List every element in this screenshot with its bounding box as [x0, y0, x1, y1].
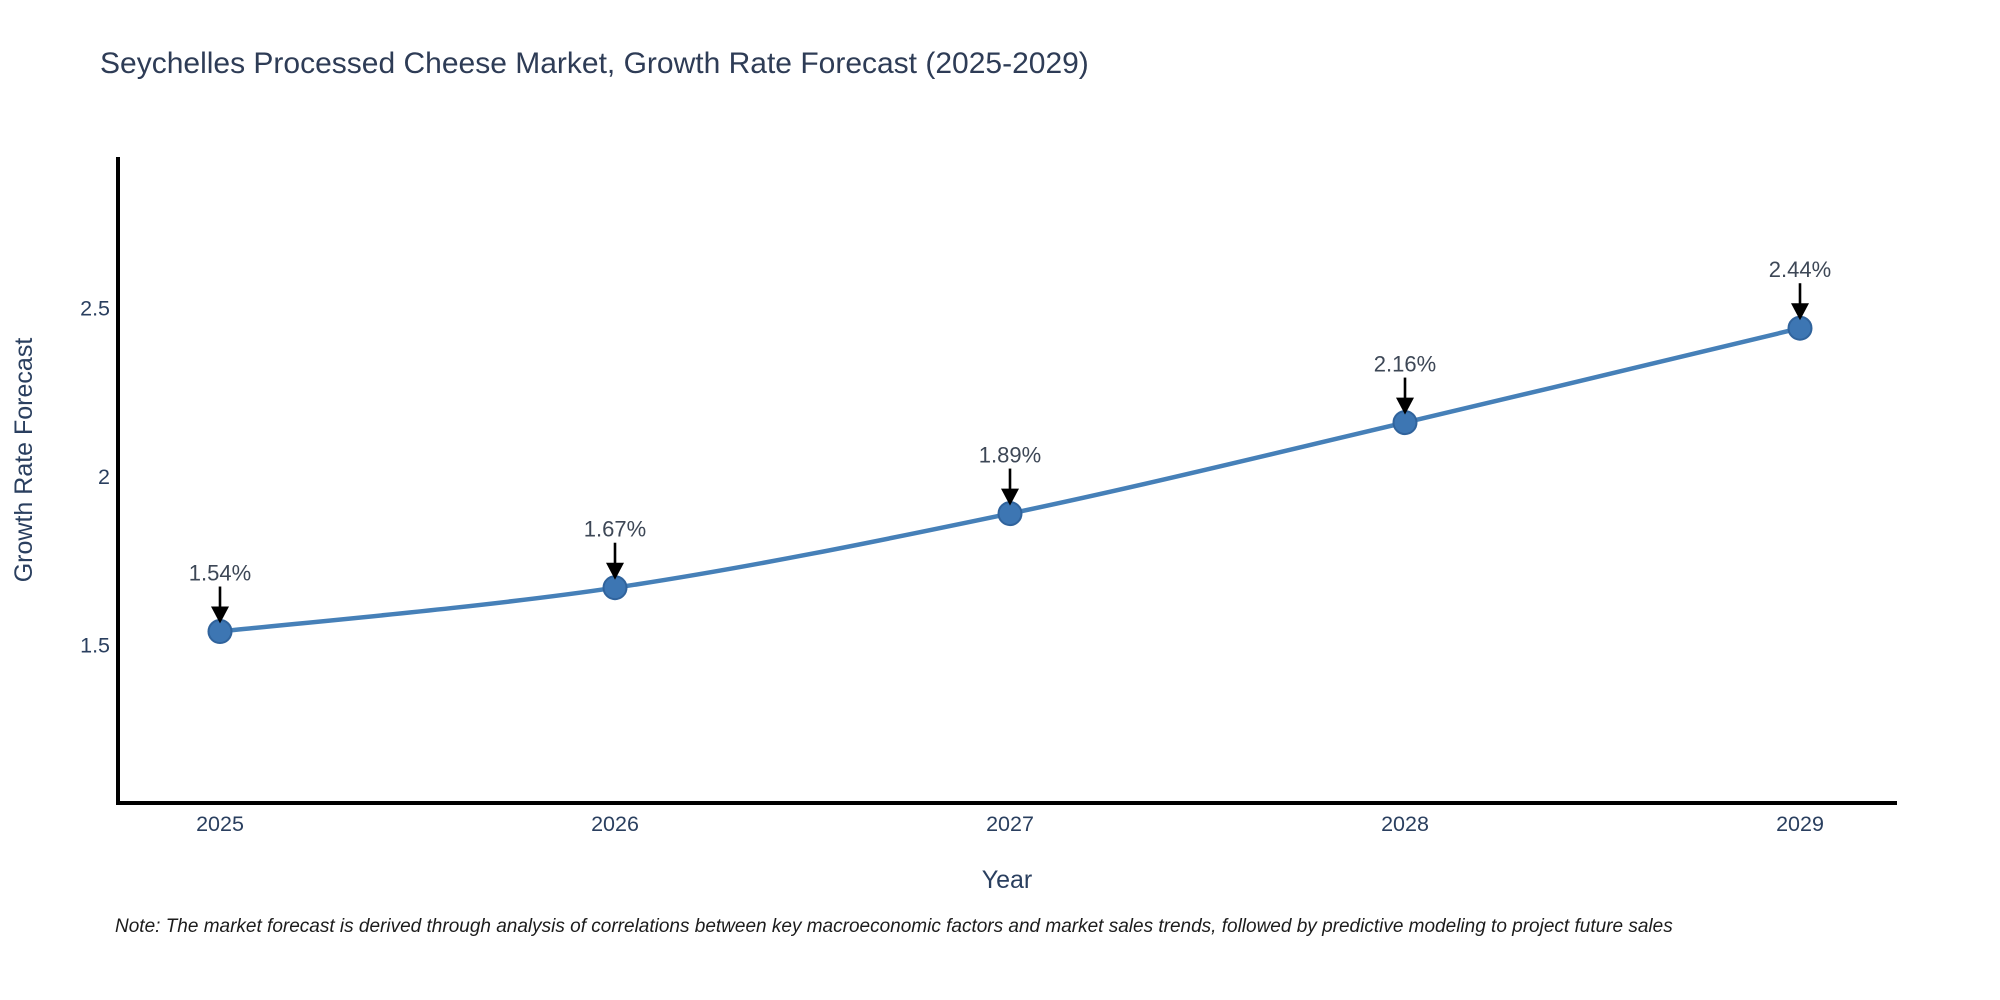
- annotation-arrow-head: [606, 562, 624, 580]
- chart-note: Note: The market forecast is derived thr…: [115, 916, 1673, 937]
- annotation-arrow-head: [1001, 488, 1019, 506]
- annotations-group: 1.54% 1.67% 1.89% 2.16% 2.44%: [189, 257, 1831, 624]
- x-tick-label: 2027: [986, 812, 1034, 836]
- annotation-arrow-head: [1791, 303, 1809, 321]
- x-tick-label: 2025: [196, 812, 244, 836]
- annotation-label: 2.16%: [1374, 352, 1436, 377]
- x-tick-label: 2028: [1381, 812, 1429, 836]
- annotation-arrow-head: [211, 606, 229, 624]
- x-tick-labels: 2025 2026 2027 2028 2029: [196, 812, 1824, 836]
- y-tick-label: 1.5: [80, 634, 110, 658]
- x-tick-label: 2029: [1776, 812, 1824, 836]
- x-tick-label: 2026: [591, 812, 639, 836]
- annotation-label: 1.67%: [584, 517, 646, 542]
- x-axis-title: Year: [982, 866, 1033, 894]
- annotation-arrow-head: [1396, 397, 1414, 415]
- annotation-label: 1.89%: [979, 443, 1041, 468]
- y-tick-labels: 1.5 2 2.5: [80, 297, 110, 658]
- annotation-label: 2.44%: [1769, 257, 1831, 282]
- y-tick-label: 2: [98, 465, 110, 489]
- y-tick-label: 2.5: [80, 297, 110, 321]
- chart-title: Seychelles Processed Cheese Market, Grow…: [100, 47, 1089, 80]
- y-axis-title: Growth Rate Forecast: [10, 338, 38, 583]
- annotation-label: 1.54%: [189, 561, 251, 586]
